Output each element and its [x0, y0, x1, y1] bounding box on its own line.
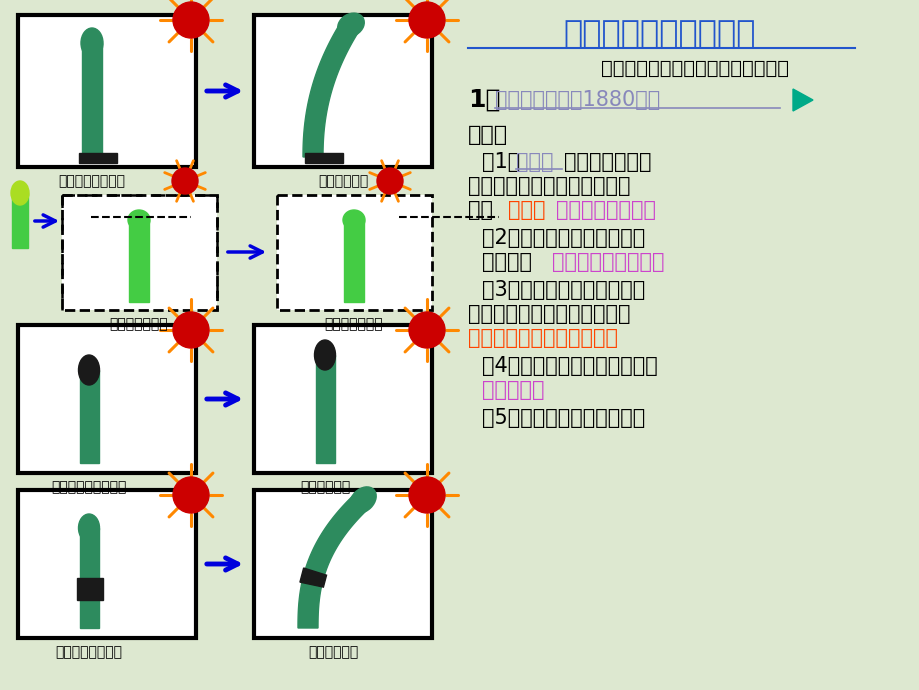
Circle shape — [409, 477, 445, 513]
Polygon shape — [302, 20, 359, 157]
Bar — [18, 490, 196, 638]
Circle shape — [377, 168, 403, 194]
Text: 胚芽鞘尖端的有无: 胚芽鞘尖端的有无 — [555, 200, 655, 220]
Text: （3）分别遮盖胚芽鞘的顶端: （3）分别遮盖胚芽鞘的顶端 — [482, 280, 644, 300]
Text: 和它下面一段的目的是什么？: 和它下面一段的目的是什么？ — [468, 304, 630, 324]
Bar — [129, 220, 149, 302]
Text: 生长但不弯曲: 生长但不弯曲 — [300, 480, 350, 494]
Ellipse shape — [314, 340, 335, 370]
Ellipse shape — [78, 355, 99, 385]
Polygon shape — [298, 493, 369, 628]
Text: 一部分？: 一部分？ — [482, 252, 531, 272]
Ellipse shape — [337, 13, 364, 37]
Bar — [277, 195, 432, 310]
Polygon shape — [792, 89, 812, 111]
Text: 胚芽鞘尖端以下部位: 胚芽鞘尖端以下部位 — [551, 252, 664, 272]
Text: 向光弯曲生长: 向光弯曲生长 — [308, 645, 357, 659]
Circle shape — [172, 168, 198, 194]
Circle shape — [173, 2, 209, 38]
Text: 去掉胚芽鞘尖端: 去掉胚芽鞘尖端 — [109, 317, 168, 331]
Text: （1）: （1） — [482, 152, 519, 172]
Text: 达尔文的实验（1880年）: 达尔文的实验（1880年） — [494, 90, 660, 110]
Text: 单侧光: 单侧光 — [507, 200, 545, 220]
Bar — [254, 325, 432, 473]
Bar — [254, 15, 432, 167]
Circle shape — [409, 2, 445, 38]
Text: 胚芽鞘在单侧光下: 胚芽鞘在单侧光下 — [59, 174, 125, 188]
Bar — [62, 195, 217, 310]
Bar — [254, 490, 432, 638]
Text: 胚芽鞘: 胚芽鞘 — [516, 152, 553, 172]
Text: （5）该实验的结论是什么？: （5）该实验的结论是什么？ — [482, 408, 644, 428]
Text: 判断感受光刺激是哪个部位: 判断感受光刺激是哪个部位 — [468, 328, 618, 348]
Text: 弯曲生长的外在: 弯曲生长的外在 — [563, 152, 651, 172]
Bar — [315, 355, 335, 463]
Text: 1、: 1、 — [468, 88, 500, 112]
Bar — [79, 153, 117, 163]
Bar — [12, 193, 28, 248]
Bar — [62, 195, 217, 310]
Text: 不生长也不弯曲: 不生长也不弯曲 — [324, 317, 383, 331]
Bar — [77, 578, 103, 600]
Text: 胚芽鞘尖端: 胚芽鞘尖端 — [482, 380, 544, 400]
Text: 思考：: 思考： — [468, 125, 507, 145]
Text: （4）感受光刺激的是哪部分？: （4）感受光刺激的是哪部分？ — [482, 356, 657, 376]
Ellipse shape — [11, 181, 29, 205]
Circle shape — [409, 312, 445, 348]
Text: 向光弯曲生长: 向光弯曲生长 — [318, 174, 368, 188]
Ellipse shape — [343, 210, 365, 230]
Bar — [344, 220, 364, 302]
Circle shape — [173, 312, 209, 348]
Circle shape — [173, 477, 209, 513]
Bar — [80, 528, 99, 628]
Bar — [80, 370, 99, 463]
Text: 锡箔罩住胚芽鞘尖端: 锡箔罩住胚芽鞘尖端 — [51, 480, 127, 494]
Ellipse shape — [78, 514, 99, 542]
Text: 么？: 么？ — [468, 200, 493, 220]
Ellipse shape — [81, 28, 103, 58]
Polygon shape — [300, 568, 326, 587]
Text: 罩住尖端以下部位: 罩住尖端以下部位 — [55, 645, 122, 659]
Text: （一）、关于生长素的经典探究实验: （一）、关于生长素的经典探究实验 — [600, 59, 789, 77]
Bar — [277, 195, 432, 310]
Bar — [305, 153, 343, 163]
Bar — [18, 15, 196, 167]
Ellipse shape — [128, 210, 150, 230]
Text: 因素是什么？内在条件又是什: 因素是什么？内在条件又是什 — [468, 176, 630, 196]
Ellipse shape — [349, 487, 376, 513]
Bar — [18, 325, 196, 473]
Text: （2）胚芽鞘弯曲生长的是哪: （2）胚芽鞘弯曲生长的是哪 — [482, 228, 644, 248]
Text: 一、生长素的发现过程: 一、生长素的发现过程 — [563, 19, 755, 50]
Bar — [82, 43, 102, 157]
